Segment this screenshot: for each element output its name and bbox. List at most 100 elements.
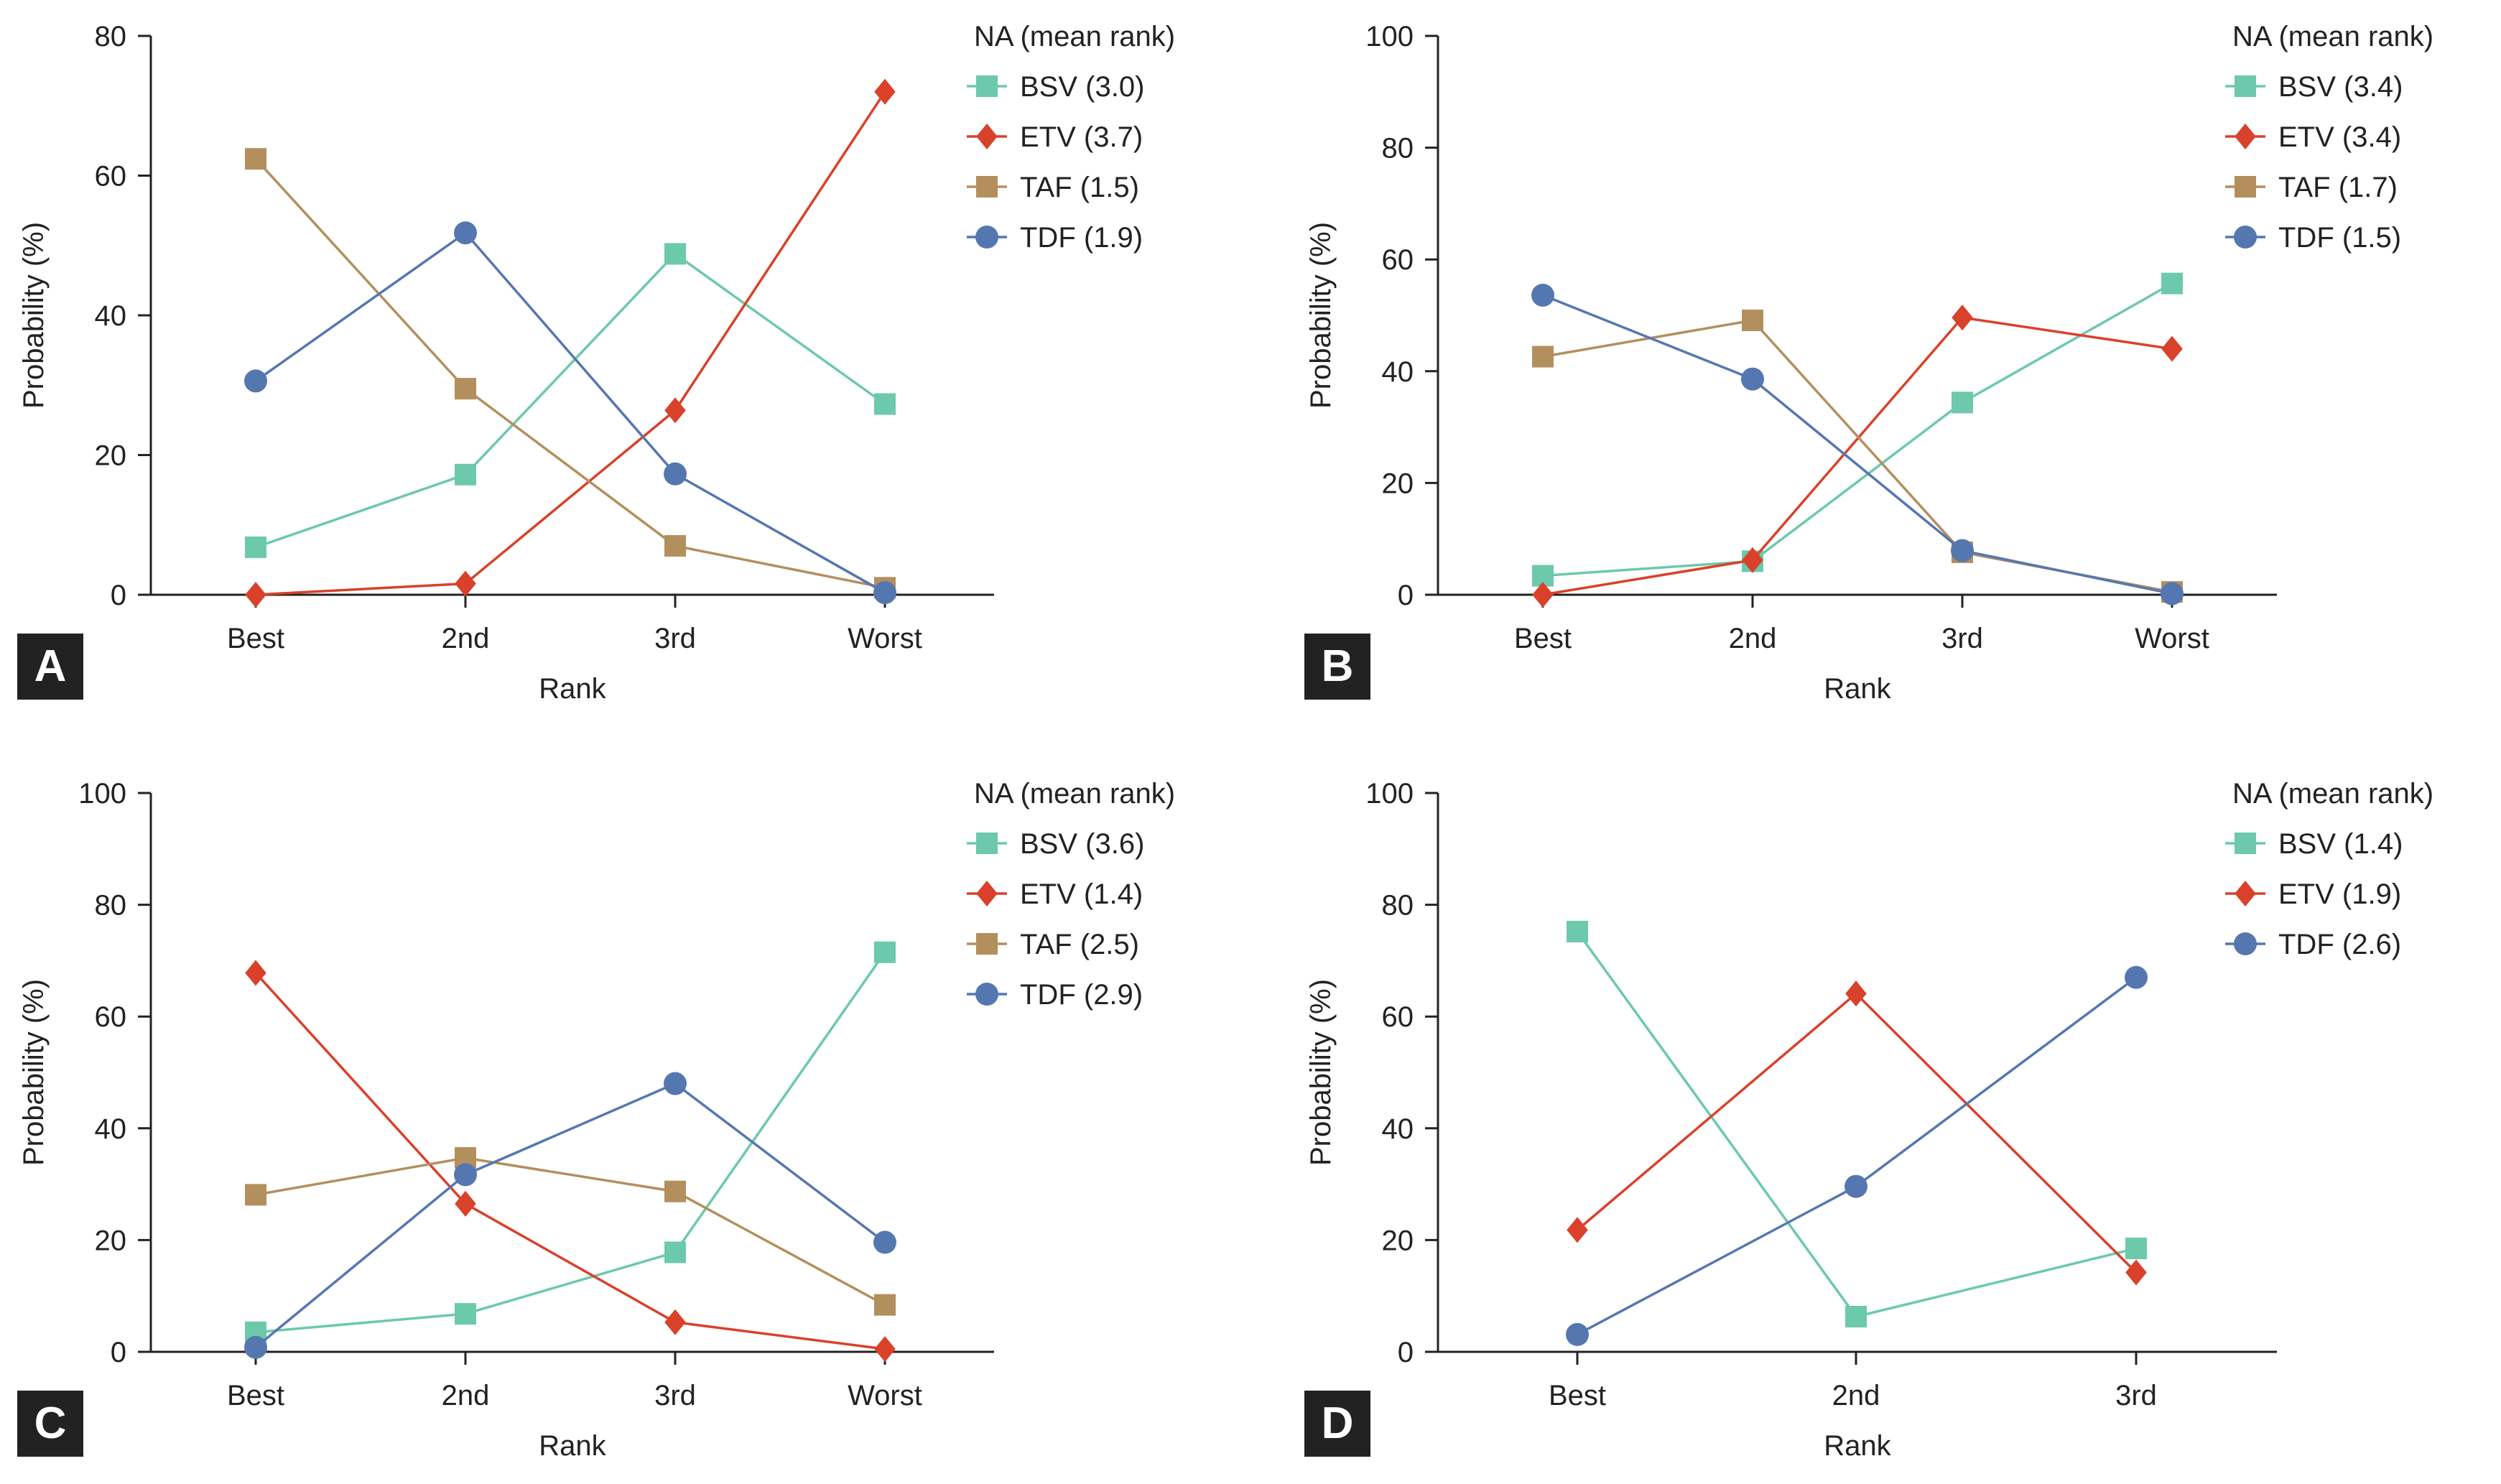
legend: NA (mean rank) BSV (3.0) ETV (3.7) TAF (1.5… bbox=[967, 21, 1175, 254]
data-point-etv bbox=[664, 397, 686, 424]
series-line-etv bbox=[255, 91, 886, 596]
series-tdf bbox=[244, 221, 896, 605]
y-tick-label: 20 bbox=[95, 1225, 127, 1256]
legend-label-tdf: TDF (1.5) bbox=[2278, 222, 2401, 254]
data-point-etv bbox=[245, 960, 266, 986]
y-tick-label: 100 bbox=[1365, 21, 1414, 52]
panel-badge-c: C bbox=[17, 1391, 83, 1457]
x-tick-label: Best bbox=[1514, 623, 1572, 654]
legend-marker-etv bbox=[2235, 124, 2256, 149]
legend-label-taf: TAF (2.5) bbox=[1020, 929, 1139, 960]
legend-title: NA (mean rank) bbox=[974, 21, 1175, 52]
data-point-taf bbox=[455, 378, 476, 400]
legend: NA (mean rank) BSV (3.4) ETV (3.4) TAF (1.7… bbox=[2225, 21, 2433, 254]
panel-badge-box bbox=[1304, 1391, 1370, 1457]
series-taf bbox=[245, 148, 896, 599]
y-tick-label: 0 bbox=[1398, 1337, 1414, 1368]
panel-badge-label: B bbox=[1322, 641, 1354, 691]
series-bsv bbox=[1532, 272, 2183, 587]
series-etv bbox=[1567, 980, 2147, 1286]
x-tick-label: 3rd bbox=[2115, 1380, 2157, 1411]
legend-title: NA (mean rank) bbox=[2232, 778, 2433, 810]
legend-label-bsv: BSV (3.6) bbox=[1020, 828, 1144, 860]
data-point-tdf bbox=[873, 1230, 896, 1254]
legend-label-etv: ETV (1.4) bbox=[1020, 878, 1143, 910]
legend-marker-tdf bbox=[2234, 932, 2257, 955]
data-point-tdf bbox=[454, 221, 477, 245]
data-point-tdf bbox=[244, 369, 267, 393]
data-point-bsv bbox=[1567, 920, 1588, 942]
y-axis-title: Probability (%) bbox=[1305, 979, 1337, 1166]
series-line-taf bbox=[254, 157, 886, 589]
y-tick-label: 20 bbox=[1382, 1225, 1414, 1256]
legend-label-taf: TAF (1.7) bbox=[2278, 172, 2398, 203]
data-point-bsv bbox=[2161, 272, 2183, 295]
y-tick-label: 100 bbox=[78, 778, 126, 810]
data-point-bsv bbox=[455, 463, 476, 486]
legend-title: NA (mean rank) bbox=[974, 778, 1175, 810]
data-point-tdf bbox=[873, 581, 896, 605]
x-tick-label: Worst bbox=[2135, 623, 2209, 654]
legend-label-bsv: BSV (3.4) bbox=[2278, 71, 2403, 103]
panel-badge-a: A bbox=[17, 634, 83, 700]
series-etv bbox=[245, 960, 896, 1363]
panel-badge-box bbox=[1304, 634, 1370, 700]
legend-label-etv: ETV (3.4) bbox=[2278, 121, 2401, 153]
panel-badge-label: D bbox=[1322, 1399, 1354, 1448]
data-point-bsv bbox=[245, 536, 266, 558]
data-point-etv bbox=[245, 582, 266, 608]
legend-marker-bsv bbox=[2235, 75, 2256, 97]
legend-label-tdf: TDF (2.6) bbox=[2278, 929, 2401, 960]
x-tick-label: 3rd bbox=[654, 1380, 696, 1411]
series-line-tdf bbox=[1542, 294, 2173, 595]
data-point-taf bbox=[245, 1184, 266, 1206]
data-point-tdf bbox=[664, 1072, 687, 1095]
panel-badge-d: D bbox=[1304, 1391, 1370, 1457]
series-taf bbox=[245, 1147, 896, 1316]
x-tick-label: 3rd bbox=[1941, 623, 1983, 654]
legend-label-tdf: TDF (2.9) bbox=[1020, 979, 1143, 1011]
legend-marker-tdf bbox=[975, 983, 998, 1006]
panel-c-chart: 0 20 40 60 80 100 Best 2nd 3rd Worst Rank Probabili… bbox=[17, 778, 1175, 1462]
y-axis-title: Probability (%) bbox=[18, 222, 50, 409]
data-point-taf bbox=[1742, 310, 1763, 332]
legend-marker-tdf bbox=[975, 226, 998, 249]
panel-badge-label: C bbox=[34, 1399, 67, 1448]
legend-marker-bsv bbox=[976, 75, 998, 97]
data-point-etv bbox=[1952, 305, 1973, 331]
data-point-tdf bbox=[1566, 1322, 1589, 1346]
y-tick-label: 20 bbox=[1382, 468, 1414, 499]
series-etv bbox=[245, 78, 896, 608]
x-axis-title: Rank bbox=[1824, 1430, 1891, 1462]
y-tick-label: 40 bbox=[1382, 1113, 1414, 1145]
panel-badge-b: B bbox=[1304, 634, 1370, 700]
legend-marker-tdf bbox=[2234, 226, 2257, 249]
data-point-etv bbox=[874, 1336, 896, 1363]
data-point-bsv bbox=[2125, 1238, 2147, 1260]
y-tick-label: 80 bbox=[1382, 890, 1414, 922]
series-tdf bbox=[244, 1072, 896, 1359]
legend: NA (mean rank) BSV (1.4) ETV (1.9) TDF (2.6… bbox=[2225, 778, 2433, 960]
legend-marker-etv bbox=[976, 881, 998, 906]
data-point-bsv bbox=[874, 393, 896, 415]
y-tick-label: 20 bbox=[95, 440, 127, 472]
x-tick-label: Worst bbox=[848, 623, 922, 654]
data-point-tdf bbox=[2161, 582, 2184, 606]
legend-marker-taf bbox=[2235, 176, 2256, 198]
y-tick-label: 80 bbox=[95, 21, 127, 52]
x-tick-label: 2nd bbox=[442, 623, 490, 654]
data-point-bsv bbox=[1952, 391, 1973, 414]
x-tick-label: Best bbox=[227, 1380, 284, 1411]
y-axis-title: Probability (%) bbox=[18, 979, 50, 1166]
data-point-tdf bbox=[664, 462, 687, 486]
data-point-etv bbox=[1567, 1217, 1588, 1243]
data-point-tdf bbox=[1531, 283, 1554, 307]
panel-badge-box bbox=[17, 1391, 83, 1457]
data-point-etv bbox=[455, 1190, 476, 1217]
y-tick-label: 80 bbox=[95, 890, 127, 922]
legend-marker-taf bbox=[976, 176, 998, 198]
series-line-tdf bbox=[254, 231, 886, 594]
legend-label-tdf: TDF (1.9) bbox=[1020, 222, 1143, 254]
series-line-bsv bbox=[255, 252, 886, 549]
